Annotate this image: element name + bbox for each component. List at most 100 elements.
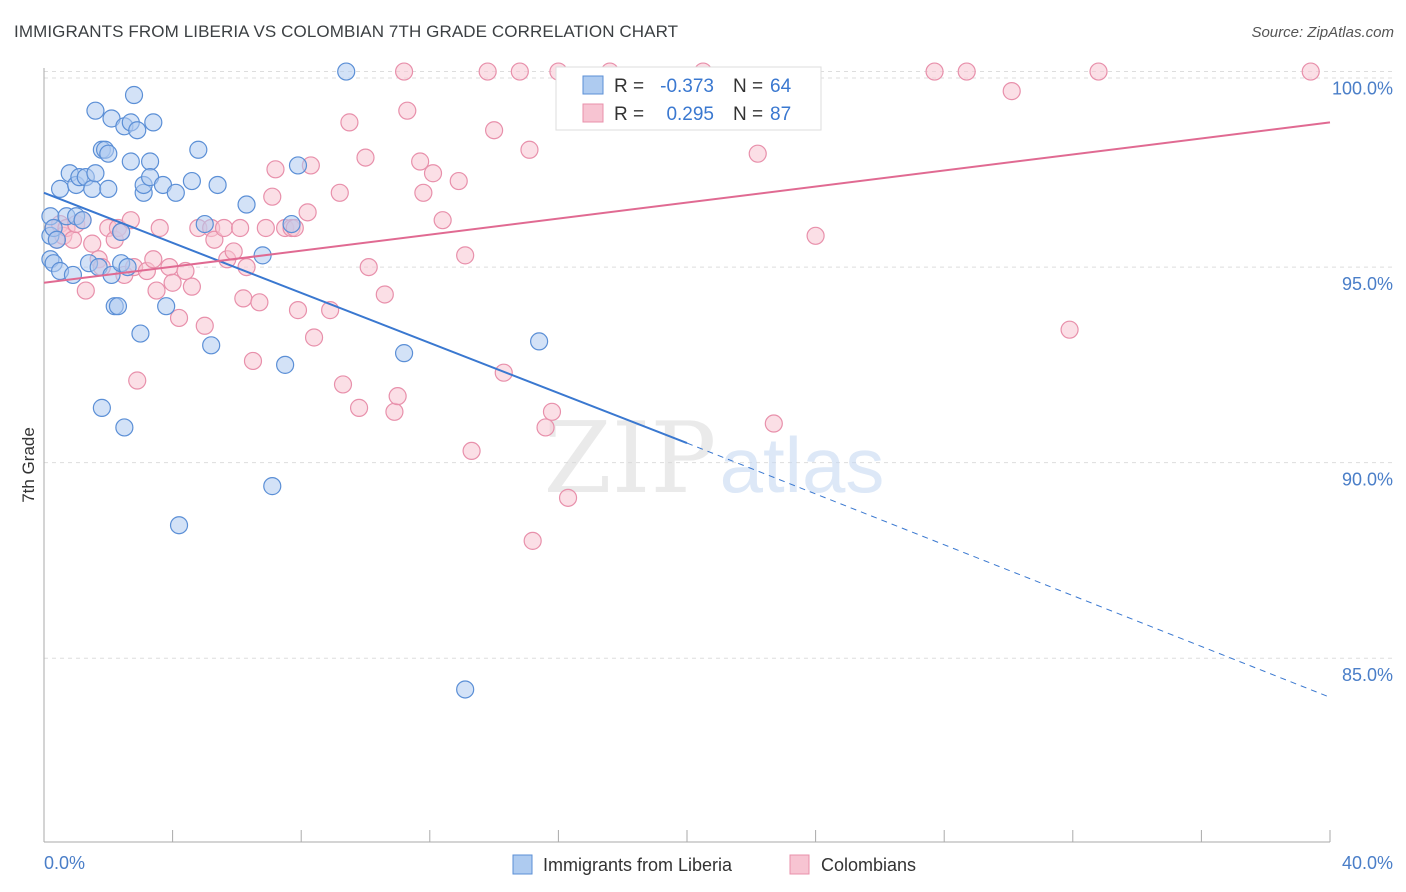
liberia-point [86, 164, 105, 183]
legend-n-label-2: N = [733, 104, 763, 125]
liberia-point [128, 121, 147, 140]
watermark-atlas: atlas [720, 421, 885, 509]
colombia-point [925, 62, 944, 81]
liberia-point [288, 156, 308, 175]
colombia-point [1089, 62, 1108, 81]
liberia-point [50, 179, 70, 198]
colombia-point [76, 281, 95, 300]
liberia-point [195, 214, 214, 234]
colombia-point [263, 187, 282, 206]
colombia-point [536, 418, 555, 437]
colombia-point [957, 62, 976, 81]
colombia-point [195, 316, 214, 335]
colombians-points [44, 62, 1320, 550]
legend-r-label-2: R = [614, 104, 644, 125]
colombia-point [256, 218, 275, 238]
legend-n-label-1: N = [733, 76, 763, 97]
legend-n-value-2: 87 [770, 104, 791, 125]
x-tick-label-min: 0.0% [44, 853, 85, 873]
colombia-point [243, 351, 263, 371]
liberia-point [108, 297, 128, 316]
liberia-point [121, 152, 140, 171]
colombia-point [558, 488, 578, 507]
liberia-point [99, 179, 118, 198]
colombia-point [385, 402, 404, 421]
colombia-point [356, 148, 375, 167]
liberia-point [456, 680, 475, 699]
colombia-point [288, 301, 308, 320]
legend-swatch-colombia [582, 103, 604, 123]
colombia-point [349, 398, 369, 417]
colombia-point [375, 285, 394, 304]
colombia-point [449, 171, 468, 191]
liberia-points [41, 62, 549, 699]
liberia-point [182, 171, 201, 191]
colombia-point [542, 402, 562, 421]
colombia-point [237, 257, 256, 277]
liberia-point [263, 477, 282, 496]
colombia-point [298, 203, 317, 222]
y-tick-label: 85.0% [1342, 665, 1393, 685]
colombia-point [748, 144, 767, 163]
source-credit: Source: ZipAtlas.com [1251, 24, 1394, 41]
liberia-point [337, 62, 356, 81]
liberia-point [276, 355, 295, 374]
bottom-legend-label-colombia: Colombians [821, 855, 916, 875]
colombia-point [510, 62, 529, 81]
colombia-point [205, 230, 224, 249]
colombia-point [433, 211, 452, 230]
colombia-point [485, 121, 504, 140]
liberia-point [131, 324, 150, 343]
colombia-point [764, 414, 783, 433]
y-tick-label: 90.0% [1342, 470, 1393, 490]
chart-title: IMMIGRANTS FROM LIBERIA VS COLOMBIAN 7TH… [14, 22, 679, 41]
legend-r-value-1: -0.373 [660, 76, 714, 97]
colombia-point [398, 101, 417, 120]
liberia-point [530, 332, 549, 351]
colombia-point [128, 371, 147, 390]
liberia-point [157, 297, 176, 316]
colombia-point [63, 230, 83, 249]
colombia-point [333, 375, 353, 394]
colombia-point [340, 113, 359, 132]
bottom-legend: Immigrants from Liberia Colombians [512, 854, 916, 875]
x-tick-label-max: 40.0% [1342, 853, 1393, 873]
colombia-point [176, 261, 195, 281]
bottom-legend-label-liberia: Immigrants from Liberia [543, 855, 733, 875]
colombia-point [214, 218, 234, 238]
stats-legend: R = -0.373 N = 64 R = 0.295 N = 87 [555, 66, 822, 131]
colombia-point [330, 183, 349, 202]
colombia-point [231, 218, 250, 238]
colombia-trend-line [43, 121, 1331, 284]
liberia-point [99, 144, 118, 163]
liberia-point [140, 152, 160, 171]
liberia-point [208, 175, 227, 195]
colombia-point [150, 218, 169, 238]
colombia-point [523, 531, 542, 550]
colombia-point [388, 387, 407, 406]
colombia-point [1060, 320, 1079, 339]
colombia-point [304, 328, 324, 347]
colombia-point [169, 308, 189, 328]
colombia-point [394, 62, 414, 81]
legend-swatch-liberia [582, 75, 604, 95]
colombia-point [144, 250, 163, 269]
liberia-point [92, 398, 111, 417]
y-tick-label: 100.0% [1332, 79, 1393, 99]
colombia-point [359, 257, 378, 277]
watermark: ZIP atlas [544, 402, 885, 516]
legend-r-label-1: R = [614, 76, 644, 97]
liberia-trend-extension [686, 442, 1331, 698]
colombia-point [266, 160, 285, 179]
colombia-point [1002, 82, 1021, 101]
liberia-point [189, 140, 208, 159]
axes-layer: 85.0% 90.0% 95.0% 100.0% [43, 68, 1393, 843]
colombia-point [462, 441, 481, 461]
liberia-point [86, 101, 105, 120]
liberia-point [124, 85, 144, 105]
colombia-point [234, 289, 253, 308]
bottom-legend-swatch-liberia [512, 854, 533, 875]
colombia-point [414, 183, 433, 202]
colombia-point [456, 246, 475, 265]
